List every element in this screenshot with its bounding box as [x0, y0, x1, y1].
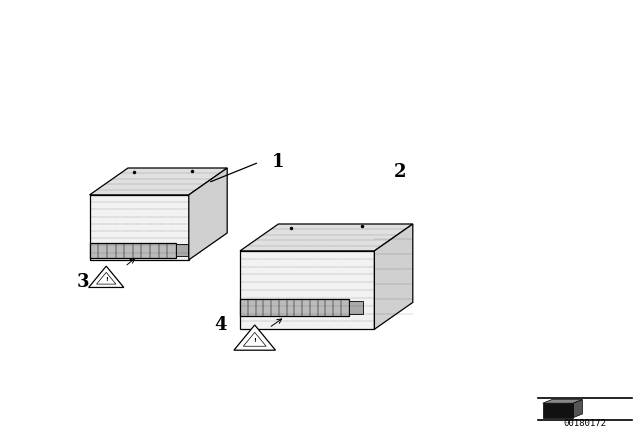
Polygon shape	[240, 224, 413, 251]
Polygon shape	[89, 266, 124, 288]
Bar	[349, 301, 363, 314]
Bar	[90, 243, 176, 258]
Text: !: !	[253, 338, 256, 343]
Polygon shape	[90, 168, 227, 195]
Text: 3: 3	[77, 273, 90, 291]
Bar	[176, 244, 188, 256]
Text: 00180172: 00180172	[563, 419, 607, 428]
Polygon shape	[240, 251, 374, 329]
Text: 1: 1	[272, 153, 285, 171]
Polygon shape	[234, 325, 275, 350]
Polygon shape	[543, 400, 582, 403]
Text: !: !	[105, 276, 108, 282]
Polygon shape	[90, 195, 189, 260]
Polygon shape	[374, 224, 413, 329]
Bar	[543, 403, 573, 418]
Polygon shape	[573, 400, 582, 418]
Bar	[240, 299, 349, 316]
Polygon shape	[189, 168, 227, 260]
Text: 4: 4	[214, 316, 227, 334]
Text: 2: 2	[394, 164, 406, 181]
